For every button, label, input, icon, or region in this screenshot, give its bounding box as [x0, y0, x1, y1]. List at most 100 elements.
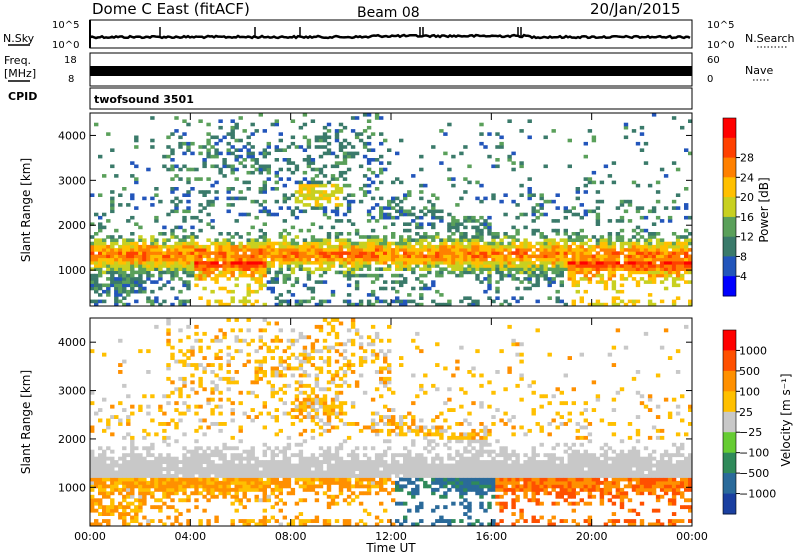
heatmap-cell	[354, 477, 360, 482]
heatmap-cell	[318, 193, 324, 197]
heatmap-cell	[523, 286, 528, 291]
heatmap-cell	[383, 415, 388, 419]
heatmap-cell	[587, 270, 593, 275]
heatmap-cell	[411, 467, 416, 471]
heatmap-cell	[222, 335, 227, 340]
heatmap-cell	[122, 494, 127, 499]
heatmap-cell	[206, 470, 211, 475]
heatmap-cell	[150, 261, 155, 265]
heatmap-cell	[298, 453, 304, 458]
heatmap-cell	[379, 161, 384, 165]
heatmap-cell	[310, 193, 316, 197]
heatmap-cell	[302, 397, 308, 402]
heatmap-cell	[575, 212, 580, 217]
heatmap-cell	[210, 480, 215, 485]
heatmap-cell	[487, 244, 492, 249]
heatmap-cell	[150, 138, 155, 143]
heatmap-cell	[395, 474, 400, 478]
heatmap-cell	[571, 254, 576, 259]
heatmap-cell	[571, 277, 576, 281]
heatmap-cell	[314, 248, 320, 252]
heatmap-cell	[326, 494, 332, 499]
heatmap-cell	[206, 480, 211, 485]
heatmap-cell	[479, 257, 484, 262]
heatmap-cell	[459, 480, 464, 485]
heatmap-cell	[166, 154, 171, 159]
heatmap-cell	[407, 238, 412, 242]
heatmap-cell	[182, 164, 187, 169]
heatmap-cell	[214, 264, 219, 268]
heatmap-cell	[210, 380, 215, 385]
heatmap-cell	[178, 225, 183, 230]
heatmap-cell	[198, 345, 203, 350]
heatmap-cell	[439, 219, 444, 223]
heatmap-cell	[310, 177, 316, 181]
heatmap-cell	[110, 248, 115, 252]
heatmap-cell	[302, 244, 308, 249]
heatmap-cell	[94, 302, 99, 307]
heatmap-cell	[278, 460, 283, 464]
heatmap-cell	[471, 435, 476, 440]
heatmap-cell	[186, 261, 191, 265]
heatmap-cell	[186, 209, 191, 214]
heatmap-cell	[102, 477, 107, 482]
heatmap-cell	[655, 257, 661, 262]
heatmap-cell	[286, 491, 292, 496]
heatmap-cell	[290, 474, 296, 478]
heatmap-cell	[607, 219, 613, 223]
heatmap-cell	[174, 225, 179, 230]
heatmap-cell	[479, 199, 484, 204]
heatmap-cell	[210, 408, 215, 412]
heatmap-cell	[186, 324, 191, 329]
heatmap-cell	[483, 257, 488, 262]
heatmap-cell	[250, 446, 255, 451]
heatmap-cell	[443, 477, 448, 482]
heatmap-cell	[495, 270, 500, 275]
heatmap-cell	[338, 321, 344, 326]
heatmap-cell	[130, 463, 135, 468]
heatmap-cell	[675, 193, 681, 197]
heatmap-cell	[230, 167, 235, 172]
heatmap-cell	[688, 254, 693, 259]
heatmap-cell	[310, 222, 316, 226]
heatmap-cell	[358, 299, 364, 304]
heatmap-cell	[314, 203, 320, 207]
heatmap-cell	[415, 251, 420, 255]
heatmap-cell	[126, 293, 131, 297]
heatmap-cell	[126, 494, 131, 499]
heatmap-cell	[318, 183, 324, 188]
heatmap-cell	[338, 460, 344, 464]
heatmap-cell	[294, 190, 300, 194]
heatmap-cell	[254, 474, 259, 478]
heatmap-cell	[563, 302, 568, 307]
heatmap-cell	[326, 141, 332, 146]
heatmap-cell	[471, 244, 476, 249]
heatmap-cell	[234, 154, 239, 159]
heatmap-cell	[567, 261, 572, 265]
heatmap-cell	[174, 254, 179, 259]
heatmap-cell	[314, 467, 320, 471]
heatmap-cell	[370, 238, 376, 242]
heatmap-cell	[439, 456, 444, 461]
heatmap-cell	[354, 232, 360, 236]
heatmap-cell	[479, 238, 484, 242]
heatmap-cell	[106, 254, 111, 259]
heatmap-cell	[130, 474, 135, 478]
heatmap-cell	[146, 522, 151, 527]
heatmap-cell	[266, 164, 271, 169]
heatmap-cell	[439, 273, 444, 278]
heatmap-cell	[350, 498, 356, 503]
heatmap-cell	[170, 302, 175, 307]
heatmap-cell	[146, 299, 151, 304]
heatmap-cell	[242, 463, 247, 468]
heatmap-cell	[190, 248, 195, 252]
heatmap-cell	[507, 119, 512, 123]
heatmap-cell	[162, 487, 167, 492]
heatmap-cell	[387, 254, 392, 259]
heatmap-cell	[298, 199, 304, 204]
heatmap-cell	[479, 254, 484, 259]
heatmap-cell	[431, 487, 436, 492]
heatmap-cell	[423, 456, 428, 461]
heatmap-cell	[170, 484, 175, 489]
heatmap-cell	[627, 267, 633, 271]
